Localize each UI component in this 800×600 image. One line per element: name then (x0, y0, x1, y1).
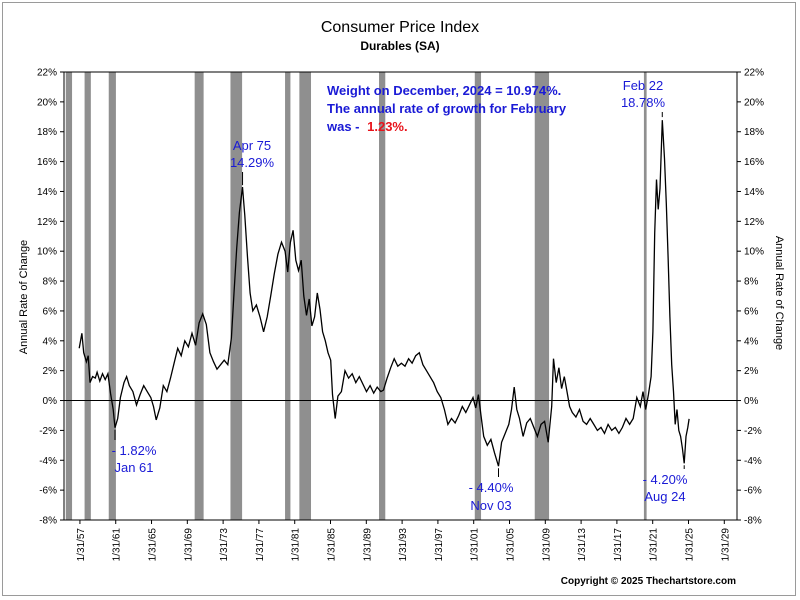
x-tick-label: 1/31/69 (183, 528, 194, 562)
y-tick-label-left: 6% (43, 306, 58, 317)
y-axis-title-right: Annual Rate of Change (773, 236, 785, 350)
y-tick-label-right: 10% (744, 247, 764, 258)
y-tick-label-right: 0% (744, 396, 759, 407)
annotation-weight-prefix: was - (326, 119, 363, 134)
y-tick-label-left: 10% (37, 247, 57, 258)
x-tick-label: 1/31/77 (255, 528, 266, 562)
annotation-feb22-date: Feb 22 (623, 78, 663, 93)
y-axis-title-left: Annual Rate of Change (18, 240, 30, 354)
annotation-jan61-value: - 1.82% (112, 443, 157, 458)
y-tick-label-left: 2% (43, 366, 58, 377)
x-tick-label: 1/31/01 (470, 528, 481, 562)
y-tick-label-left: 22% (37, 68, 57, 79)
annotation-apr75-date: Apr 75 (233, 138, 271, 153)
y-tick-label-left: -8% (39, 516, 57, 527)
y-tick-label-left: -4% (39, 456, 57, 467)
y-tick-label-right: 4% (744, 336, 759, 347)
y-tick-label-left: 8% (43, 277, 58, 288)
annotation-weight-line1: Weight on December, 2024 = 10.974%. (327, 83, 561, 98)
x-tick-label: 1/31/57 (76, 528, 87, 562)
x-tick-label: 1/31/17 (613, 528, 624, 562)
recession-band (108, 72, 116, 520)
y-tick-label-right: 2% (744, 366, 759, 377)
x-tick-label: 1/31/93 (398, 528, 409, 562)
recession-band (299, 72, 312, 520)
recession-bands (65, 72, 647, 520)
x-tick-label: 1/31/25 (684, 528, 695, 562)
y-tick-label-right: -6% (744, 486, 762, 497)
recession-band (643, 72, 647, 520)
x-tick-label: 1/31/13 (577, 528, 588, 562)
y-tick-label-left: 14% (37, 187, 57, 198)
y-tick-label-right: -4% (744, 456, 762, 467)
annotation-nov03-value: - 4.40% (469, 480, 514, 495)
y-tick-label-right: -2% (744, 426, 762, 437)
y-tick-label-right: 12% (744, 217, 764, 228)
recession-band (84, 72, 91, 520)
callout-lines (114, 112, 685, 477)
annotation-jan61-date: Jan 61 (114, 460, 153, 475)
annotation-nov03-date: Nov 03 (470, 498, 511, 513)
x-tick-label: 1/31/65 (148, 528, 159, 562)
annotation-aug24-date: Aug 24 (644, 489, 685, 504)
y-tick-label-right: 16% (744, 157, 764, 168)
plot-area (63, 71, 738, 521)
recession-band (379, 72, 386, 520)
x-tick-label: 1/31/29 (720, 528, 731, 562)
annotation-weight-line3: was - 1.23%. (326, 119, 408, 134)
x-tick-label: 1/31/73 (219, 528, 230, 562)
y-tick-label-left: -6% (39, 486, 57, 497)
x-tick-label: 1/31/81 (291, 528, 302, 562)
y-tick-label-left: 20% (37, 97, 57, 108)
series-line (78, 120, 690, 467)
x-tick-label: 1/31/09 (541, 528, 552, 562)
recession-band (534, 72, 550, 520)
x-tick-label: 1/31/97 (434, 528, 445, 562)
x-tick-label: 1/31/61 (112, 528, 123, 562)
chart-title: Consumer Price Index (320, 19, 480, 36)
annotation-apr75-value: 14.29% (230, 155, 275, 170)
y-tick-label-left: -2% (39, 426, 57, 437)
recession-band (474, 72, 482, 520)
y-tick-label-right: 22% (744, 68, 764, 79)
y-tick-label-right: -8% (744, 516, 762, 527)
annotation-weight-line2: The annual rate of growth for February (327, 101, 567, 116)
annotation-feb22-value: 18.78% (621, 95, 666, 110)
y-tick-label-left: 16% (37, 157, 57, 168)
x-tick-label: 1/31/05 (506, 528, 517, 562)
copyright-text: Copyright © 2025 Thechartstore.com (560, 576, 736, 587)
y-tick-label-left: 12% (37, 217, 57, 228)
recession-band (65, 72, 73, 520)
y-tick-label-left: 18% (37, 127, 57, 138)
y-tick-label-right: 8% (744, 277, 759, 288)
y-tick-label-right: 6% (744, 306, 759, 317)
chart-subtitle: Durables (SA) (360, 39, 440, 53)
axis-ticks: 22% 22% 20% 20% 18% 18% 16% 16% 14% 14% 12% 12% 10% 1… (37, 68, 764, 562)
y-tick-label-right: 14% (744, 187, 764, 198)
x-tick-label: 1/31/21 (649, 528, 660, 562)
annotation-aug24-value: - 4.20% (643, 472, 688, 487)
y-tick-label-right: 18% (744, 127, 764, 138)
y-tick-label-left: 4% (43, 336, 58, 347)
recession-band (285, 72, 291, 520)
x-tick-label: 1/31/89 (362, 528, 373, 562)
y-tick-label-left: 0% (43, 396, 58, 407)
recession-band (230, 72, 243, 520)
annotation-weight-value: 1.23%. (367, 119, 407, 134)
y-tick-label-right: 20% (744, 97, 764, 108)
recession-band (194, 72, 204, 520)
x-tick-label: 1/31/85 (327, 528, 338, 562)
